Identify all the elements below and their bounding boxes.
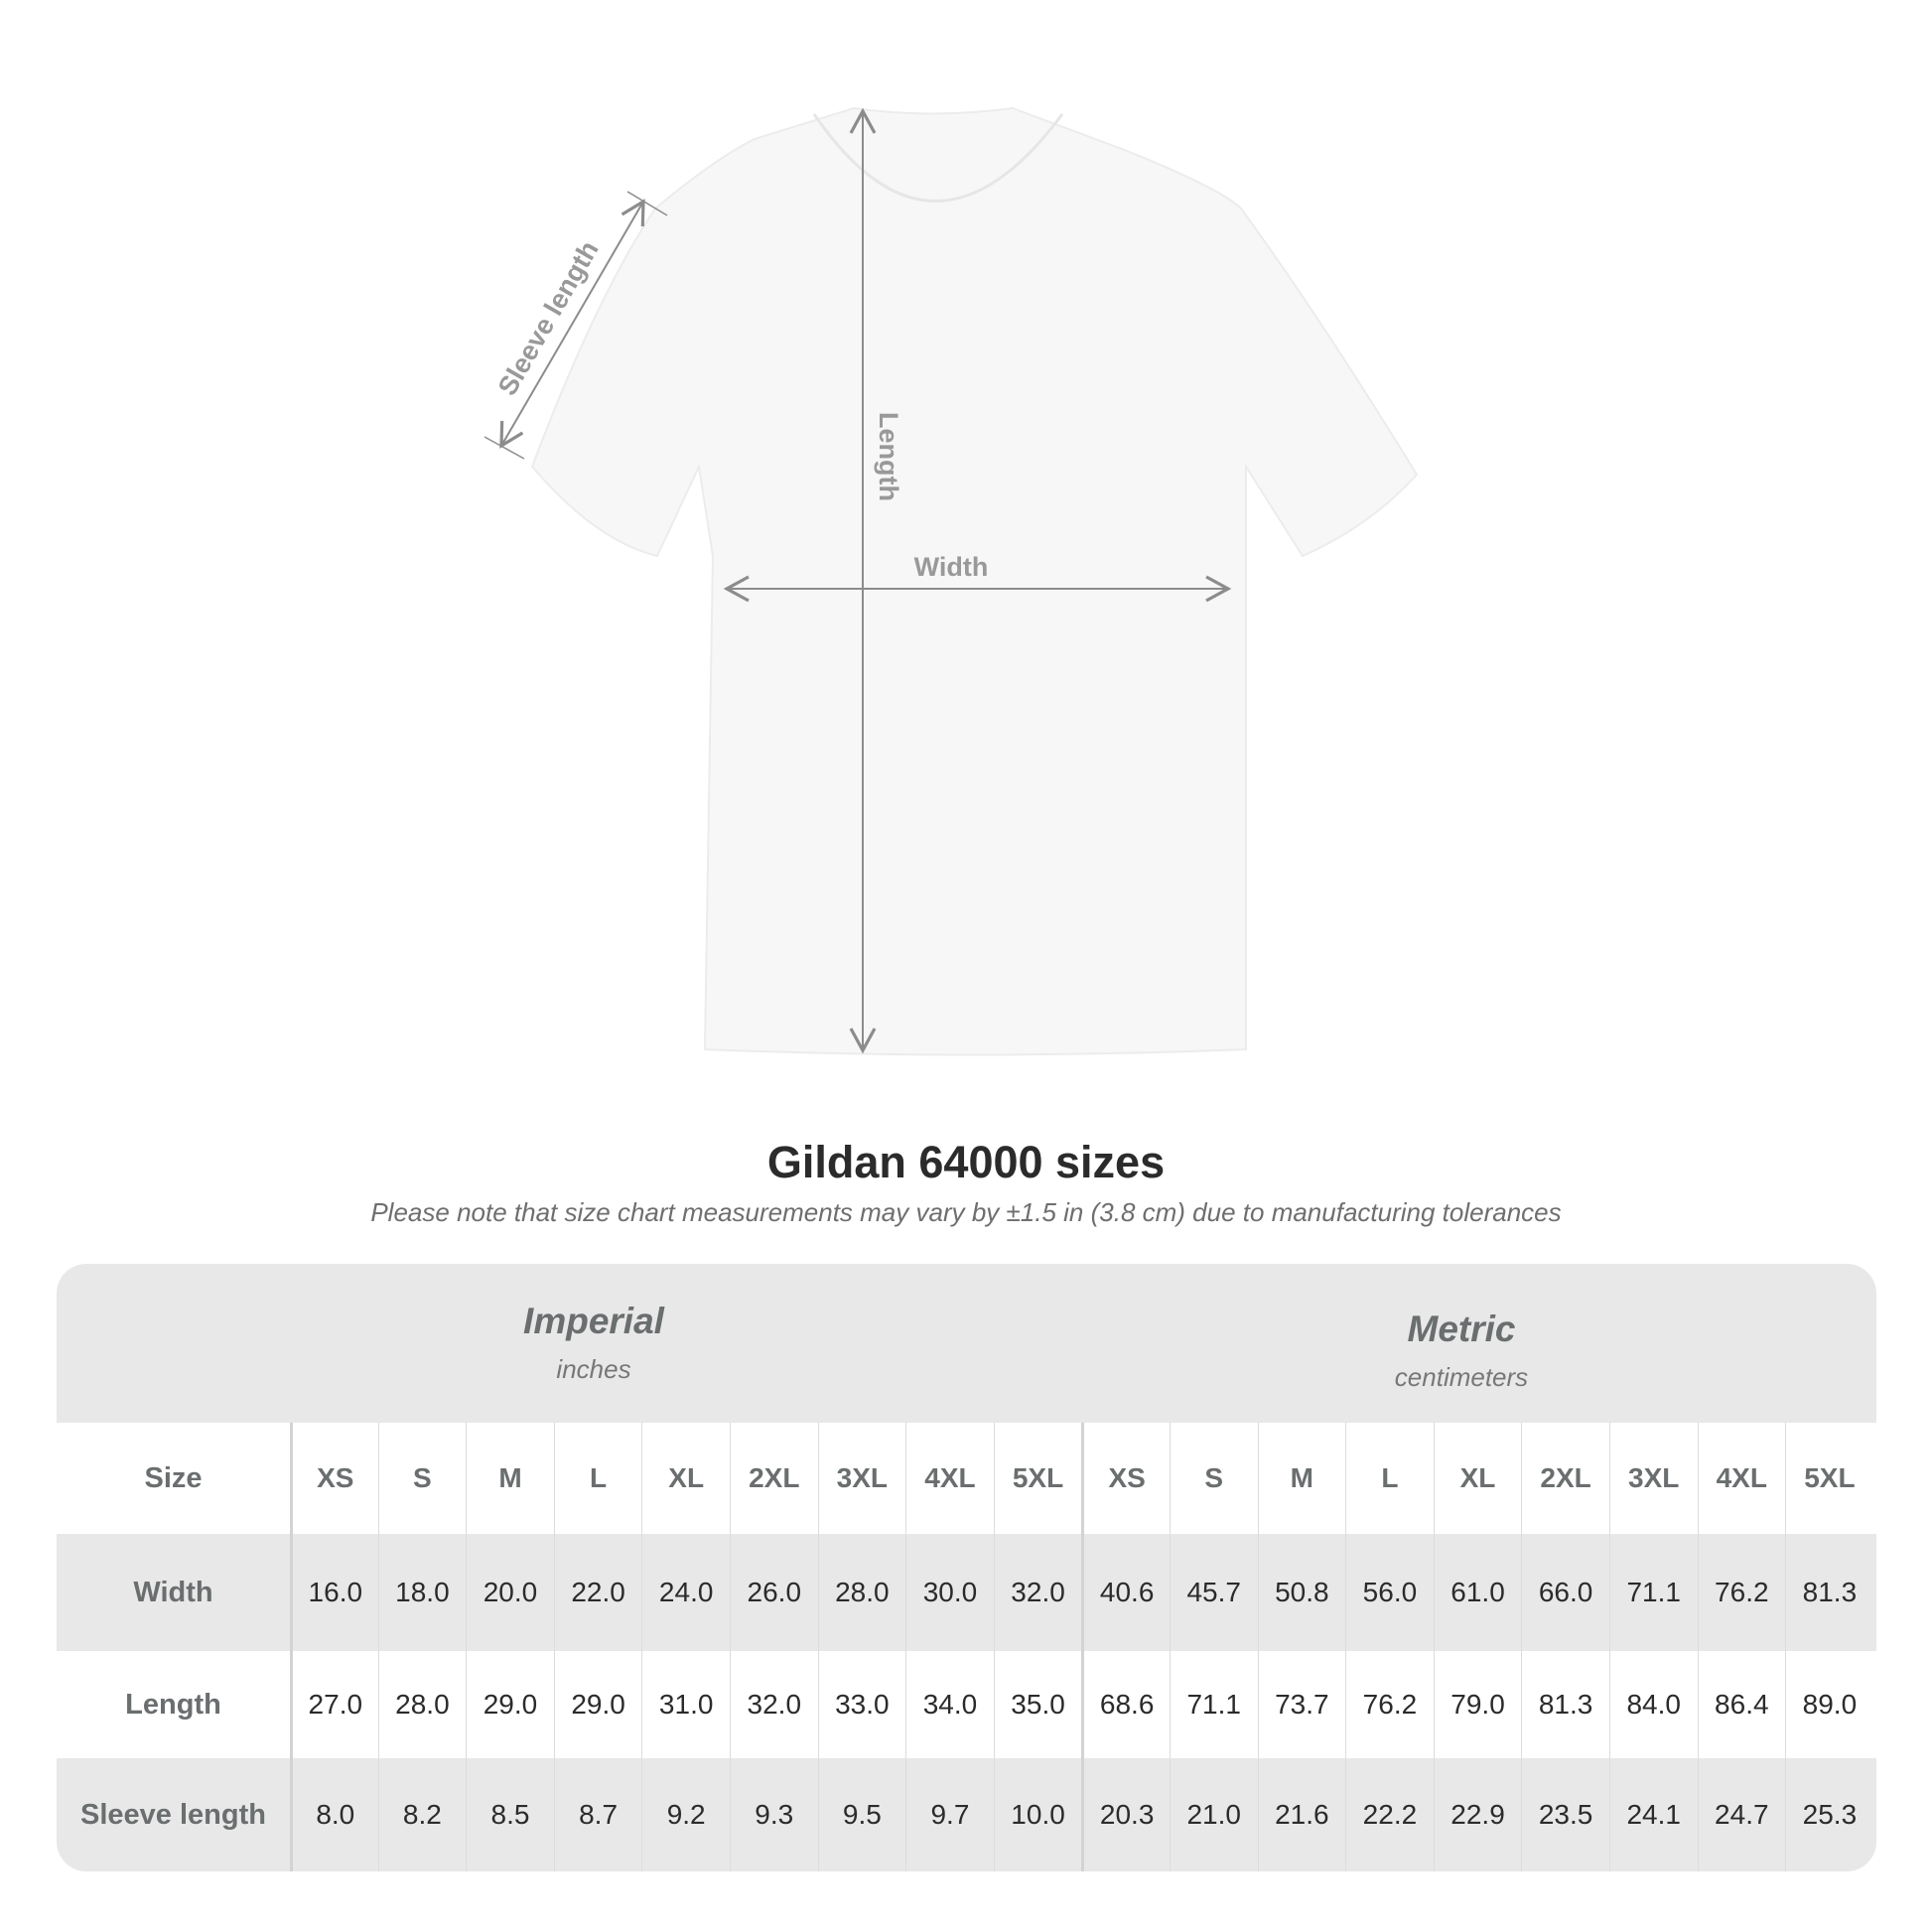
table-cell: 33.0 [817, 1651, 906, 1758]
table-cell: 35.0 [993, 1651, 1082, 1758]
size-header: XL [641, 1423, 730, 1534]
table-cell: 21.0 [1169, 1758, 1258, 1871]
table-cell: 71.1 [1169, 1651, 1258, 1758]
table-cell: 29.0 [553, 1651, 642, 1758]
row-label: Length [125, 1688, 221, 1721]
tolerance-note: Please note that size chart measurements… [370, 1197, 1562, 1227]
size-header: XL [1433, 1423, 1522, 1534]
table-cell: 24.7 [1697, 1758, 1786, 1871]
table-cell: 84.0 [1608, 1651, 1698, 1758]
size-row-label: Size [144, 1461, 203, 1494]
size-header: 5XL [993, 1423, 1082, 1534]
table-cell: 30.0 [905, 1534, 994, 1651]
table-cell: 66.0 [1521, 1534, 1609, 1651]
width-label: Width [914, 552, 989, 582]
size-header: L [1345, 1423, 1434, 1534]
table-cell: 10.0 [993, 1758, 1082, 1871]
size-header: 4XL [1697, 1423, 1786, 1534]
table-cell: 50.8 [1257, 1534, 1346, 1651]
metric-unit: centimeters [1394, 1362, 1529, 1392]
size-table: Imperial inches Metric centimeters Size … [57, 1264, 1876, 1871]
imperial-title: Imperial [523, 1301, 664, 1341]
table-cell: 22.0 [553, 1534, 642, 1651]
table-cell: 32.0 [729, 1651, 818, 1758]
table-cell: 16.0 [290, 1534, 378, 1651]
table-cell: 24.0 [641, 1534, 730, 1651]
table-cell: 71.1 [1608, 1534, 1698, 1651]
table-cell: 34.0 [905, 1651, 994, 1758]
table-cell: 24.1 [1608, 1758, 1698, 1871]
table-cell: 27.0 [290, 1651, 378, 1758]
table-cell: 9.7 [905, 1758, 994, 1871]
table-cell: 73.7 [1257, 1651, 1346, 1758]
length-label: Length [874, 412, 903, 501]
table-cell: 25.3 [1785, 1758, 1873, 1871]
table-cell: 20.0 [466, 1534, 554, 1651]
table-cell: 8.7 [553, 1758, 642, 1871]
row-label: Width [133, 1576, 213, 1608]
size-header: S [1169, 1423, 1258, 1534]
table-cell: 40.6 [1081, 1534, 1170, 1651]
imperial-header: Imperial inches [395, 1301, 792, 1385]
table-cell: 56.0 [1345, 1534, 1434, 1651]
table-cell: 18.0 [377, 1534, 467, 1651]
size-header: 2XL [729, 1423, 818, 1534]
size-header: XS [290, 1423, 378, 1534]
table-cell: 21.6 [1257, 1758, 1346, 1871]
size-header: 2XL [1521, 1423, 1609, 1534]
table-cell: 8.5 [466, 1758, 554, 1871]
table-cell: 22.2 [1345, 1758, 1434, 1871]
table-cell: 9.5 [817, 1758, 906, 1871]
table-cell: 32.0 [993, 1534, 1082, 1651]
table-row: Length 27.0 28.0 29.0 29.0 31.0 32.0 33.0 34.0 35… [57, 1651, 1876, 1758]
table-cell: 26.0 [729, 1534, 818, 1651]
table-cell: 29.0 [466, 1651, 554, 1758]
size-header: M [466, 1423, 554, 1534]
size-header: M [1257, 1423, 1346, 1534]
page-title: Gildan 64000 sizes [766, 1137, 1166, 1187]
table-cell: 76.2 [1345, 1651, 1434, 1758]
tshirt-diagram: Length Width Sleeve length [483, 106, 1419, 1056]
table-cell: 28.0 [377, 1651, 467, 1758]
table-cell: 81.3 [1521, 1651, 1609, 1758]
table-cell: 8.2 [377, 1758, 467, 1871]
table-cell: 45.7 [1169, 1534, 1258, 1651]
size-header: 4XL [905, 1423, 994, 1534]
table-row: Width 16.0 18.0 20.0 22.0 24.0 26.0 28.0 30.0 32.… [57, 1534, 1876, 1651]
metric-header: Metric centimeters [1263, 1309, 1660, 1393]
table-cell: 89.0 [1785, 1651, 1873, 1758]
table-cell: 76.2 [1697, 1534, 1786, 1651]
imperial-unit: inches [556, 1354, 631, 1384]
table-cell: 28.0 [817, 1534, 906, 1651]
row-label: Sleeve length [80, 1798, 266, 1831]
size-header: 3XL [817, 1423, 906, 1534]
table-cell: 8.0 [290, 1758, 378, 1871]
size-header: 5XL [1785, 1423, 1873, 1534]
table-cell: 79.0 [1433, 1651, 1522, 1758]
table-cell: 20.3 [1081, 1758, 1170, 1871]
table-cell: 61.0 [1433, 1534, 1522, 1651]
size-header: L [553, 1423, 642, 1534]
table-cell: 31.0 [641, 1651, 730, 1758]
sleeve-arrow [499, 199, 645, 449]
table-row: Sleeve length 8.0 8.2 8.5 8.7 9.2 9.3 9.5 9.7 10.… [57, 1758, 1876, 1871]
metric-title: Metric [1407, 1309, 1516, 1349]
size-header: S [377, 1423, 467, 1534]
table-cell: 81.3 [1785, 1534, 1873, 1651]
size-row: Size XS S M L XL 2XL 3XL 4XL 5XL XS S M L XL 2XL 3XL 4XL… [57, 1423, 1876, 1534]
table-cell: 9.3 [729, 1758, 818, 1871]
table-cell: 22.9 [1433, 1758, 1522, 1871]
table-cell: 86.4 [1697, 1651, 1786, 1758]
table-cell: 23.5 [1521, 1758, 1609, 1871]
size-header: 3XL [1608, 1423, 1698, 1534]
table-cell: 68.6 [1081, 1651, 1170, 1758]
collar [812, 113, 1064, 203]
table-cell: 9.2 [641, 1758, 730, 1871]
size-header: XS [1081, 1423, 1170, 1534]
